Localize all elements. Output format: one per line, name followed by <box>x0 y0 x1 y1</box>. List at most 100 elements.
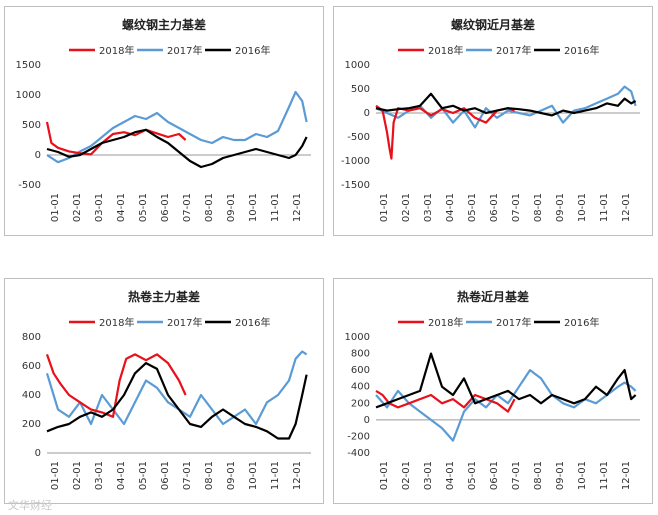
x-tick-label: 04-01 <box>445 461 456 490</box>
x-tick-label: 02-01 <box>72 193 83 222</box>
y-tick-label: -500 <box>347 132 370 143</box>
y-tick-label: -400 <box>347 448 370 459</box>
x-tick-label: 08-01 <box>533 193 544 222</box>
x-tick-label: 08-01 <box>533 461 544 490</box>
x-tick-label: 10-01 <box>248 193 259 222</box>
x-tick-label: 04-01 <box>116 461 127 490</box>
chart-panel-hot-coil-main-basis: 热卷主力基差 2018年 2017年 2016年 0 200 400 600 800 01-01 0… <box>4 278 324 504</box>
legend-label: 2017年 <box>167 316 202 329</box>
x-tick-label: 11-01 <box>270 193 281 222</box>
x-tick-label: 01-01 <box>50 461 61 490</box>
chart-panel-rebar-main-basis: 螺纹钢主力基差 2018年 2017年 2016年 -500 0 500 1000 1500 01… <box>4 6 324 236</box>
chart-title: 热卷近月基差 <box>457 289 529 304</box>
y-tick-label: 400 <box>351 382 370 393</box>
series-line <box>375 352 637 409</box>
x-tick-label: 12-01 <box>621 461 632 490</box>
chart-title: 螺纹钢近月基差 <box>451 17 535 32</box>
legend-label: 2016年 <box>564 44 599 57</box>
x-tick-label: 02-01 <box>401 193 412 222</box>
x-tick-label: 10-01 <box>577 461 588 490</box>
series-line <box>375 92 637 117</box>
y-tick-label: 800 <box>351 349 370 360</box>
chart-title: 螺纹钢主力基差 <box>122 17 206 32</box>
chart-panel-rebar-near-month-basis: 螺纹钢近月基差 2018年 2017年 2016年 -1500 -1000 -500 0 500… <box>333 6 653 236</box>
x-tick-label: 03-01 <box>423 193 434 222</box>
chart-svg: 热卷主力基差 2018年 2017年 2016年 0 200 400 600 800 01-01 0… <box>22 289 311 490</box>
y-tick-label: -1500 <box>341 180 370 191</box>
chart-panel-hot-coil-near-month-basis: 热卷近月基差 2018年 2017年 2016年 -400 -200 0 200 400 600 8… <box>333 278 653 504</box>
x-tick-label: 10-01 <box>577 193 588 222</box>
x-tick-label: 11-01 <box>270 461 281 490</box>
legend-label: 2016年 <box>235 44 270 57</box>
x-tick-label: 01-01 <box>379 461 390 490</box>
legend-label: 2018年 <box>428 44 463 57</box>
x-tick-label: 08-01 <box>204 461 215 490</box>
legend-label: 2017年 <box>496 316 531 329</box>
y-tick-label: 1500 <box>16 60 41 71</box>
x-tick-label: 09-01 <box>226 193 237 222</box>
x-tick-label: 01-01 <box>379 193 390 222</box>
legend-label: 2017年 <box>167 44 202 57</box>
x-tick-label: 06-01 <box>489 461 500 490</box>
x-tick-label: 12-01 <box>292 193 303 222</box>
legend-label: 2016年 <box>564 316 599 329</box>
x-tick-label: 06-01 <box>160 193 171 222</box>
y-tick-label: 200 <box>351 398 370 409</box>
watermark-text: 文华财经 <box>8 499 52 512</box>
series-line <box>46 128 308 169</box>
y-tick-label: 0 <box>364 415 370 426</box>
chart-title: 热卷主力基差 <box>128 289 200 304</box>
y-tick-label: 1000 <box>345 60 370 71</box>
x-tick-label: 12-01 <box>292 461 303 490</box>
x-tick-label: 07-01 <box>182 193 193 222</box>
y-tick-label: 400 <box>22 390 41 401</box>
y-tick-label: -500 <box>18 180 41 191</box>
y-tick-label: -1000 <box>341 156 370 167</box>
x-tick-label: 09-01 <box>555 193 566 222</box>
x-tick-label: 08-01 <box>204 193 215 222</box>
x-tick-label: 02-01 <box>72 461 83 490</box>
series-line <box>45 353 187 418</box>
x-tick-label: 03-01 <box>423 461 434 490</box>
series-line <box>45 121 187 156</box>
x-tick-label: 11-01 <box>599 193 610 222</box>
series-line <box>375 368 637 442</box>
x-tick-label: 07-01 <box>182 461 193 490</box>
y-tick-label: 0 <box>364 108 370 119</box>
legend-label: 2018年 <box>99 316 134 329</box>
series-line <box>375 389 516 413</box>
x-tick-label: 10-01 <box>248 461 259 490</box>
series-line <box>46 90 308 164</box>
series-line <box>46 361 308 440</box>
x-tick-label: 05-01 <box>138 461 149 490</box>
y-tick-label: 1000 <box>345 332 370 343</box>
x-tick-label: 11-01 <box>599 461 610 490</box>
x-tick-label: 07-01 <box>511 461 522 490</box>
chart-svg: 热卷近月基差 2018年 2017年 2016年 -400 -200 0 200 400 600 8… <box>345 289 640 490</box>
y-tick-label: -200 <box>347 431 370 442</box>
y-tick-label: 500 <box>351 84 370 95</box>
series-line <box>375 104 515 160</box>
x-tick-label: 05-01 <box>467 193 478 222</box>
y-tick-label: 1000 <box>16 90 41 101</box>
series-line <box>45 350 308 426</box>
y-tick-label: 200 <box>22 419 41 430</box>
x-tick-label: 01-01 <box>50 193 61 222</box>
y-tick-label: 0 <box>35 150 41 161</box>
x-tick-label: 04-01 <box>116 193 127 222</box>
y-tick-label: 600 <box>22 361 41 372</box>
x-tick-label: 06-01 <box>489 193 500 222</box>
chart-svg: 螺纹钢近月基差 2018年 2017年 2016年 -1500 -1000 -500 0 500… <box>341 17 640 222</box>
y-tick-label: 800 <box>22 332 41 343</box>
legend-label: 2018年 <box>99 44 134 57</box>
y-tick-label: 500 <box>22 120 41 131</box>
legend-label: 2016年 <box>235 316 270 329</box>
chart-svg: 螺纹钢主力基差 2018年 2017年 2016年 -500 0 500 1000 1500 01… <box>16 17 311 222</box>
x-tick-label: 09-01 <box>555 461 566 490</box>
x-tick-label: 12-01 <box>621 193 632 222</box>
x-tick-label: 04-01 <box>445 193 456 222</box>
x-tick-label: 03-01 <box>94 193 105 222</box>
legend-label: 2018年 <box>428 316 463 329</box>
x-tick-label: 05-01 <box>138 193 149 222</box>
x-tick-label: 02-01 <box>401 461 412 490</box>
